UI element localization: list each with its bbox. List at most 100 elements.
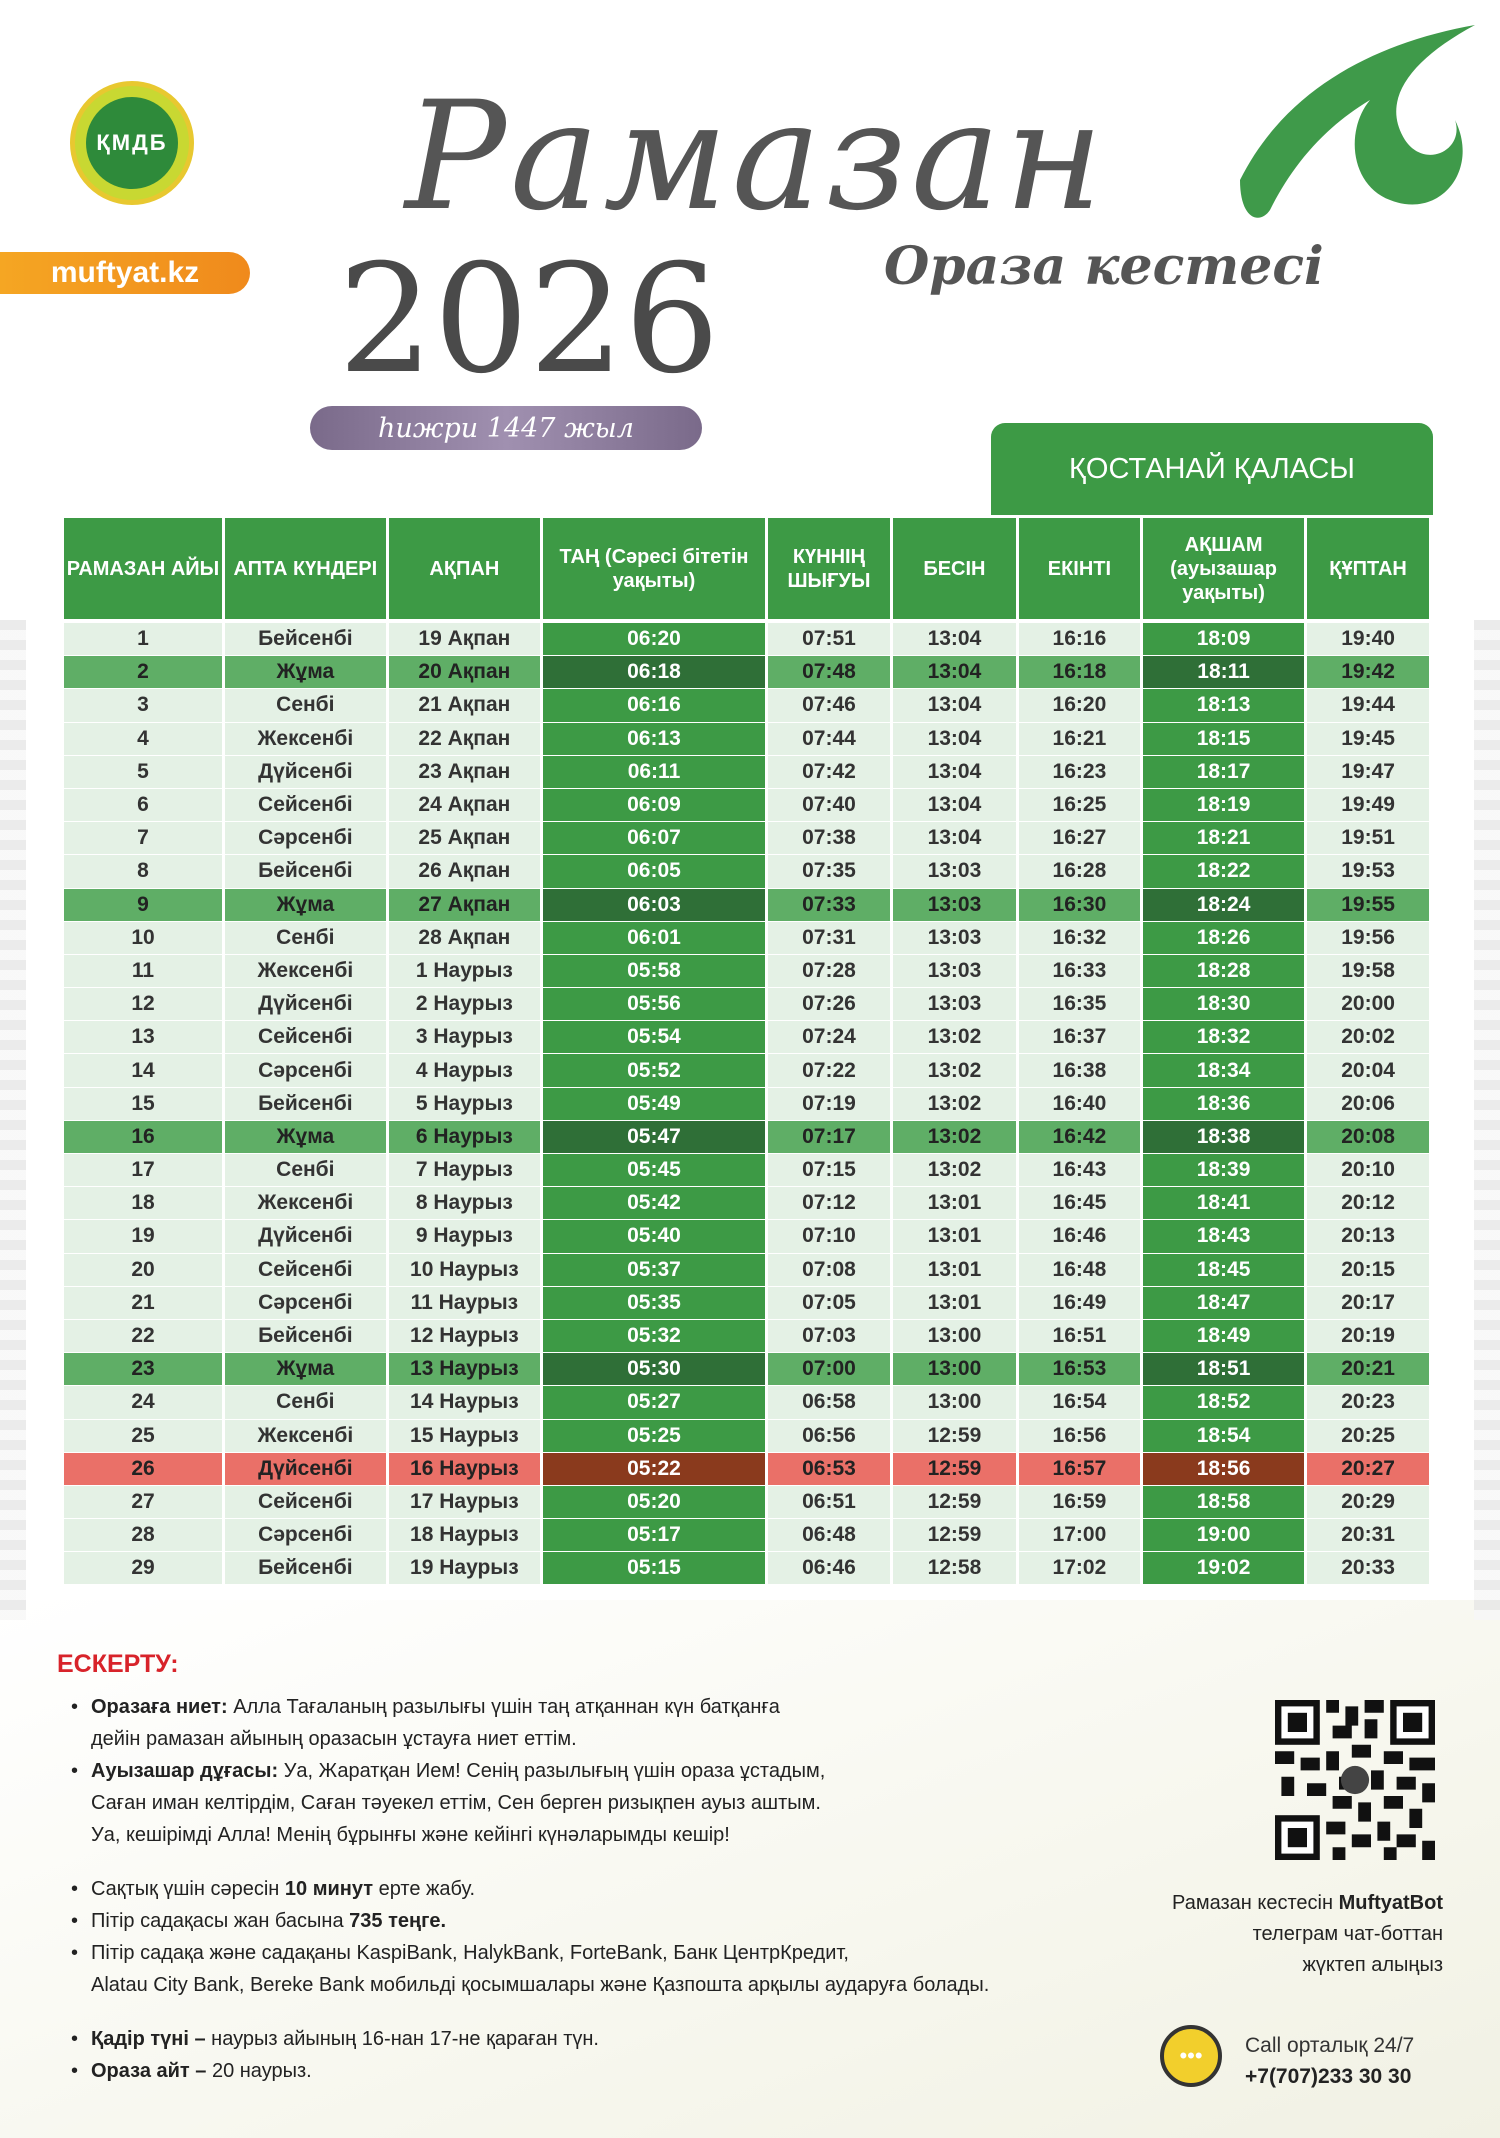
table-cell: 18:54 bbox=[1142, 1419, 1305, 1453]
note-ait: Ораза айт – 20 наурыз. bbox=[57, 2055, 1157, 2087]
table-row: 3 Сенбі 21 Ақпан 06:16 07:46 13:04 16:20 18:13 1… bbox=[64, 689, 1429, 723]
table-cell: 13:03 bbox=[892, 888, 1016, 922]
table-cell: 13:00 bbox=[892, 1386, 1016, 1420]
note-text: наурыз айының 16-нан 17-не қараған түн. bbox=[205, 2028, 599, 2050]
table-row: 10 Сенбі 28 Ақпан 06:01 07:31 13:03 16:32 18:26… bbox=[64, 921, 1429, 955]
table-cell: 19:51 bbox=[1307, 822, 1429, 856]
table-cell: 20:12 bbox=[1307, 1187, 1429, 1221]
table-cell: 19:02 bbox=[1142, 1552, 1305, 1586]
table-cell: 27 Ақпан bbox=[388, 888, 541, 922]
table-cell: 20 bbox=[64, 1253, 222, 1287]
table-cell: 16:59 bbox=[1018, 1485, 1140, 1520]
table-cell: 3 Наурыз bbox=[388, 1021, 541, 1055]
table-cell: 7 bbox=[64, 822, 222, 856]
table-cell: 18:39 bbox=[1142, 1154, 1305, 1188]
table-cell: 20:17 bbox=[1307, 1286, 1429, 1320]
table-cell: 06:51 bbox=[767, 1485, 890, 1520]
table-cell: 19 Наурыз bbox=[388, 1552, 541, 1586]
table-row: 17 Сенбі 7 Наурыз 05:45 07:15 13:02 16:43 18:39… bbox=[64, 1154, 1429, 1188]
table-cell: 07:05 bbox=[767, 1286, 890, 1320]
table-cell: Жексенбі bbox=[224, 1419, 386, 1453]
table-cell: 18:49 bbox=[1142, 1319, 1305, 1354]
table-cell: 06:46 bbox=[767, 1552, 890, 1586]
table-cell: 17 Наурыз bbox=[388, 1485, 541, 1520]
table-cell: 16:23 bbox=[1018, 755, 1140, 789]
table-cell: 15 bbox=[64, 1087, 222, 1121]
table-cell: 16:27 bbox=[1018, 822, 1140, 856]
table-cell: 20:10 bbox=[1307, 1154, 1429, 1188]
call-phone[interactable]: +7(707)233 30 30 bbox=[1245, 2065, 1412, 2088]
table-cell: 07:00 bbox=[767, 1353, 890, 1387]
table-cell: 18:13 bbox=[1142, 689, 1305, 723]
bot-name[interactable]: MuftyatBot bbox=[1338, 1892, 1443, 1914]
table-cell: 13:04 bbox=[892, 722, 1016, 756]
note-fitr: Пітір садақасы жан басына 735 теңге. bbox=[57, 1905, 1157, 1937]
table-row: 13 Сейсенбі 3 Наурыз 05:54 07:24 13:02 16:37 18… bbox=[64, 1021, 1429, 1055]
table-cell: 1 Наурыз bbox=[388, 954, 541, 989]
column-header: БЕСІН bbox=[892, 518, 1016, 623]
table-cell: 16:20 bbox=[1018, 689, 1140, 723]
note-label: Ауызашар дұғасы: bbox=[91, 1760, 279, 1782]
qr-code[interactable] bbox=[1275, 1698, 1435, 1862]
table-cell: Сенбі bbox=[224, 689, 386, 723]
table-cell: 21 Ақпан bbox=[388, 689, 541, 723]
table-cell: 24 Ақпан bbox=[388, 788, 541, 823]
table-cell: 27 bbox=[64, 1485, 222, 1520]
table-cell: Дүйсенбі bbox=[224, 988, 386, 1022]
table-cell: Сәрсенбі bbox=[224, 1519, 386, 1553]
table-cell: 1 bbox=[64, 623, 222, 657]
bot-line: Рамазан кестесін MuftyatBot bbox=[1172, 1888, 1443, 1919]
table-cell: 12:59 bbox=[892, 1485, 1016, 1520]
table-cell: Сенбі bbox=[224, 921, 386, 955]
site-link[interactable]: muftyat.kz bbox=[0, 252, 250, 294]
table-row: 24 Сенбі 14 Наурыз 05:27 06:58 13:00 16:54 18:5… bbox=[64, 1386, 1429, 1420]
table-cell: 20:27 bbox=[1307, 1452, 1429, 1486]
table-cell: 07:42 bbox=[767, 755, 890, 789]
table-cell: 16:51 bbox=[1018, 1319, 1140, 1354]
table-cell: 05:35 bbox=[543, 1286, 765, 1320]
table-cell: 13:04 bbox=[892, 656, 1016, 690]
note-sahur: Сақтық үшін сәресін 10 минут ерте жабу. bbox=[57, 1873, 1157, 1905]
table-cell: 20 Ақпан bbox=[388, 656, 541, 690]
table-cell: 20:23 bbox=[1307, 1386, 1429, 1420]
table-cell: 18:09 bbox=[1142, 623, 1305, 657]
table-cell: 19:55 bbox=[1307, 888, 1429, 922]
table-cell: 10 bbox=[64, 921, 222, 955]
table-row: 27 Сейсенбі 17 Наурыз 05:20 06:51 12:59 16:59 1… bbox=[64, 1485, 1429, 1520]
table-cell: 12 bbox=[64, 988, 222, 1022]
note-label: Қадір түні – bbox=[91, 2028, 206, 2050]
table-cell: 05:40 bbox=[543, 1220, 765, 1254]
table-row: 29 Бейсенбі 19 Наурыз 05:15 06:46 12:58 17:02 1… bbox=[64, 1552, 1429, 1586]
table-cell: 18:24 bbox=[1142, 888, 1305, 922]
table-cell: 06:05 bbox=[543, 855, 765, 889]
table-cell: 05:32 bbox=[543, 1319, 765, 1354]
note-text: Сақтық үшін сәресін bbox=[91, 1878, 285, 1900]
table-cell: 24 bbox=[64, 1386, 222, 1420]
table-cell: Сейсенбі bbox=[224, 1253, 386, 1287]
table-cell: 13:01 bbox=[892, 1220, 1016, 1254]
table-cell: Сәрсенбі bbox=[224, 1286, 386, 1320]
table-cell: 05:15 bbox=[543, 1552, 765, 1586]
note-label: Оразаға ниет: bbox=[91, 1696, 228, 1718]
table-row: 28 Сәрсенбі 18 Наурыз 05:17 06:48 12:59 17:00 1… bbox=[64, 1519, 1429, 1553]
table-cell: 16:25 bbox=[1018, 788, 1140, 823]
table-cell: Жексенбі bbox=[224, 1187, 386, 1221]
leaf-ornament bbox=[1240, 25, 1475, 218]
table-cell: 06:09 bbox=[543, 788, 765, 823]
table-cell: 18:52 bbox=[1142, 1386, 1305, 1420]
table-cell: 28 Ақпан bbox=[388, 921, 541, 955]
table-cell: 07:15 bbox=[767, 1154, 890, 1188]
table-row: 15 Бейсенбі 5 Наурыз 05:49 07:19 13:02 16:40 18… bbox=[64, 1087, 1429, 1121]
table-cell: 06:56 bbox=[767, 1419, 890, 1453]
table-cell: 16:49 bbox=[1018, 1286, 1140, 1320]
table-cell: 11 bbox=[64, 954, 222, 989]
table-cell: 23 bbox=[64, 1353, 222, 1387]
table-cell: 19:58 bbox=[1307, 954, 1429, 989]
table-cell: Бейсенбі bbox=[224, 855, 386, 889]
table-cell: 16:28 bbox=[1018, 855, 1140, 889]
table-cell: 8 Наурыз bbox=[388, 1187, 541, 1221]
table-cell: 18:30 bbox=[1142, 988, 1305, 1022]
table-cell: 07:24 bbox=[767, 1021, 890, 1055]
table-cell: 12:59 bbox=[892, 1519, 1016, 1553]
table-row: 20 Сейсенбі 10 Наурыз 05:37 07:08 13:01 16:48 1… bbox=[64, 1253, 1429, 1287]
